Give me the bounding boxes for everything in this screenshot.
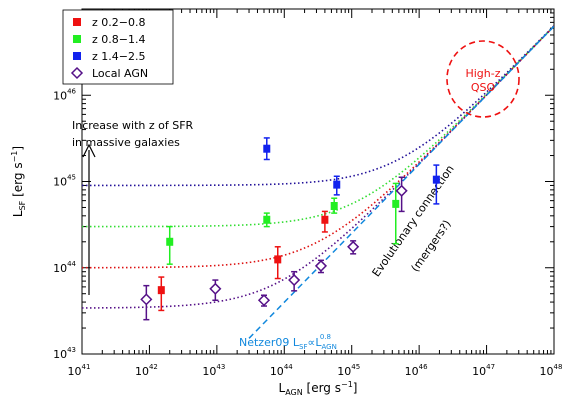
data-point-square [274, 255, 282, 264]
netzer-label-sup: 0.8 [320, 333, 331, 341]
x-tick-exp: 46 [419, 363, 428, 371]
y-tick-base: 10 [53, 348, 67, 361]
y-tick-exp: 46 [67, 87, 76, 95]
x-tick-label: 1044 [270, 363, 293, 378]
x-tick-label: 1042 [135, 363, 158, 378]
x-axis-label-main: L [279, 381, 286, 395]
qso-label-line2: QSO [471, 81, 496, 94]
increase-arrow-head [82, 143, 96, 158]
data-point-diamond [209, 282, 222, 295]
netzer-label-sub1: SF [299, 343, 307, 351]
data-point-diamond [257, 294, 271, 307]
data-point-square [166, 237, 174, 246]
data-point-square [157, 286, 165, 295]
data-layer [140, 137, 440, 321]
x-tick-label: 1046 [405, 363, 428, 378]
legend-marker-square [73, 35, 81, 43]
x-tick-label: 1048 [540, 363, 563, 378]
y-tick-label: 1043 [53, 346, 76, 361]
y-tick-base: 10 [53, 89, 67, 102]
data-point-square [392, 199, 400, 208]
x-tick-base: 10 [337, 365, 351, 378]
x-tick-exp: 48 [554, 363, 563, 371]
data-point-square [263, 215, 271, 224]
netzer-label-mid: ∝L [307, 336, 322, 349]
curves-layer [82, 25, 554, 339]
data-point-square [432, 175, 440, 184]
x-tick-exp: 47 [486, 363, 495, 371]
legend-marker-square [73, 52, 81, 60]
y-tick-label: 1044 [53, 260, 76, 275]
data-point-diamond [140, 293, 153, 306]
model-curve-0 [82, 25, 554, 187]
data-point-square [321, 215, 329, 224]
y-tick-exp: 43 [67, 346, 76, 354]
netzer-label: Netzer09 LSF∝LAGN 0.8 [239, 333, 337, 351]
y-tick-label: 1046 [53, 87, 76, 102]
y-axis-label-close: ] [11, 146, 25, 151]
qso-label-line1: High-z [465, 67, 500, 80]
x-tick-base: 10 [135, 365, 149, 378]
data-point-diamond [395, 184, 408, 197]
x-tick-base: 10 [540, 365, 554, 378]
increase-text-line2: in massive galaxies [72, 136, 180, 149]
data-point-diamond [347, 240, 360, 253]
x-tick-base: 10 [472, 365, 486, 378]
x-tick-base: 10 [68, 365, 82, 378]
y-tick-label: 1045 [53, 174, 76, 189]
y-tick-base: 10 [53, 176, 67, 189]
x-tick-label: 1047 [472, 363, 495, 378]
netzer-label-sub2: AGN [321, 343, 336, 351]
legend-label: z 0.2−0.8 [92, 16, 145, 29]
data-point-diamond [288, 273, 301, 287]
x-tick-exp: 42 [149, 363, 158, 371]
y-tick-base: 10 [53, 262, 67, 275]
increase-text-line1: Increase with z of SFR [72, 119, 194, 132]
clipped-curves [82, 25, 554, 339]
x-tick-exp: 44 [284, 363, 293, 371]
x-tick-label: 1043 [202, 363, 225, 378]
data-point-square [263, 144, 271, 153]
x-axis-label-close: ] [353, 381, 358, 395]
netzer-label-prefix: Netzer09 L [239, 336, 300, 349]
x-tick-exp: 45 [351, 363, 360, 371]
x-tick-exp: 43 [216, 363, 225, 371]
qso-circle [446, 40, 520, 118]
y-axis-label-sup: −1 [10, 151, 19, 163]
y-axis-label: LSF [erg s−1] [10, 146, 27, 217]
data-point-square [333, 180, 341, 189]
x-axis-label-sub: AGN [285, 388, 303, 397]
y-axis-label-unit: [erg s [11, 162, 25, 200]
x-tick-base: 10 [270, 365, 284, 378]
netzer-relation-line [248, 25, 554, 339]
y-axis-label-main: L [11, 210, 25, 217]
x-axis-label-sup: −1 [341, 380, 353, 389]
data-point-diamond [314, 259, 328, 272]
x-axis-label: LAGN [erg s−1] [279, 380, 358, 397]
x-tick-label: 1045 [337, 363, 360, 378]
y-tick-exp: 44 [67, 260, 76, 268]
x-tick-exp: 41 [82, 363, 91, 371]
x-tick-base: 10 [405, 365, 419, 378]
x-tick-base: 10 [202, 365, 216, 378]
legend-label: z 0.8−1.4 [92, 33, 145, 46]
y-axis-label-sub: SF [18, 200, 27, 210]
data-point-square [330, 201, 338, 210]
model-curve-1 [82, 25, 554, 228]
legend-label: z 1.4−2.5 [92, 50, 145, 63]
legend-label: Local AGN [92, 67, 148, 80]
x-axis-label-unit: [erg s [303, 381, 341, 395]
legend-marker-square [73, 18, 81, 26]
y-tick-exp: 45 [67, 174, 76, 182]
legend-marker-diamond [70, 66, 84, 80]
axes: 1041 1042 1043 1044 1045 1046 1047 104810431044… [10, 8, 563, 397]
legend: z 0.2−0.8 z 0.8−1.4 z 1.4−2.5 Local AGN [62, 9, 174, 85]
x-tick-label: 1041 [68, 363, 91, 378]
